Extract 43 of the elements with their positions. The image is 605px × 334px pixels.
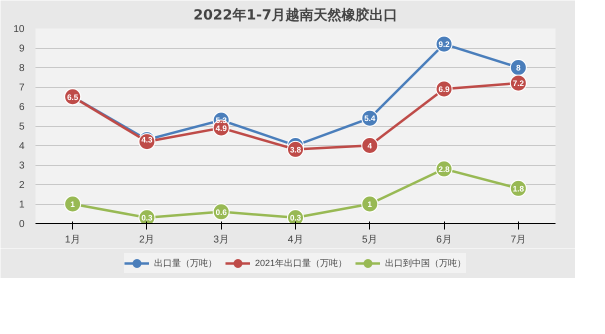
data-label: 2.8 <box>438 164 450 174</box>
point <box>361 137 378 154</box>
data-label: 4.3 <box>141 136 154 145</box>
legend-label: 2021年出口量（万吨） <box>254 256 348 270</box>
point <box>361 196 378 212</box>
data-label: 4 <box>368 142 373 150</box>
chart-title: 2022年1-7月越南天然橡胶出口 <box>193 6 398 24</box>
x-tick-label: 7月 <box>510 234 526 246</box>
x-tick-label: 5月 <box>362 234 378 246</box>
data-label: 5.3 <box>216 116 228 126</box>
data-label: 4.9 <box>216 124 228 133</box>
data-label: 0.3 <box>141 214 154 223</box>
legend-label: 出口量（万吨） <box>154 256 217 270</box>
y-tick-label: 0 <box>18 219 25 230</box>
y-tick-label: 3 <box>18 160 25 172</box>
y-tick-label: 5 <box>18 122 25 132</box>
data-label: 6.9 <box>438 84 450 94</box>
data-label: 6.5 <box>67 92 79 102</box>
data-label: 8 <box>516 64 522 72</box>
x-tick-label: 4月 <box>288 234 304 246</box>
data-label: 3.8 <box>290 145 302 154</box>
x-tick-label: 1月 <box>64 234 80 246</box>
data-label: 1 <box>368 200 373 209</box>
data-label: 7.2 <box>512 79 524 88</box>
y-tick-label: 10 <box>13 24 25 35</box>
data-label: 9.2 <box>438 40 450 50</box>
x-tick-label: 2月 <box>139 234 155 246</box>
data-label: 1.8 <box>512 184 524 194</box>
y-tick-label: 6 <box>18 102 25 113</box>
data-label: 1 <box>70 200 76 209</box>
x-tick-label: 3月 <box>213 234 229 246</box>
data-label: 5.4 <box>364 114 376 124</box>
y-tick-label: 9 <box>18 44 25 54</box>
y-tick-label: 8 <box>18 63 25 74</box>
x-tick-label: 6月 <box>436 234 452 246</box>
y-tick-label: 2 <box>18 180 25 191</box>
data-label: 0.6 <box>216 208 228 217</box>
y-tick-label: 4 <box>18 141 25 152</box>
data-label: 0.3 <box>290 214 302 223</box>
point <box>64 196 82 212</box>
y-tick-label: 7 <box>18 82 25 94</box>
y-tick-label: 1 <box>18 200 25 210</box>
legend-label: 出口到中国（万吨） <box>385 256 466 270</box>
